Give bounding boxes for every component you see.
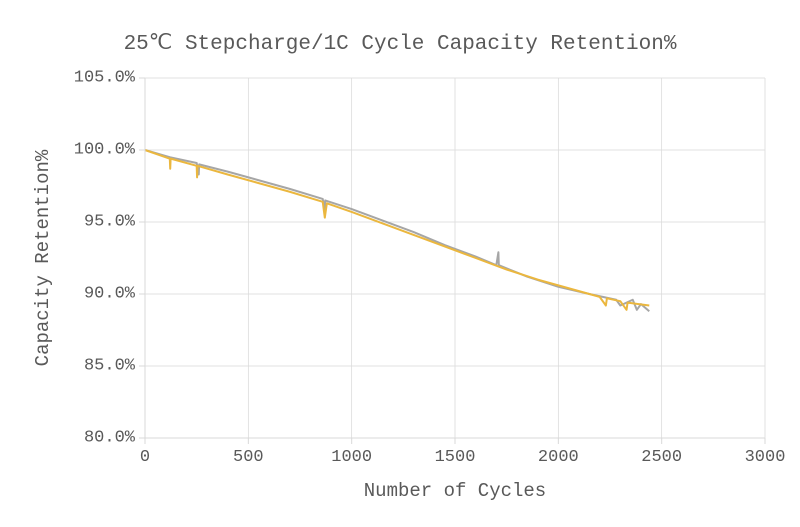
x-tick-label: 2000 [538, 448, 579, 467]
y-tick-label: 85.0% [4, 357, 135, 376]
series-group [145, 150, 649, 311]
y-tick-label: 95.0% [4, 213, 135, 232]
y-tick-label: 90.0% [4, 285, 135, 304]
series-cell-gray [145, 150, 649, 311]
x-tick-label: 2500 [641, 448, 682, 467]
chart-container: 25℃ Stepcharge/1C Cycle Capacity Retenti… [0, 0, 800, 527]
axis-lines [139, 78, 765, 444]
x-axis-label: Number of Cycles [145, 480, 765, 502]
y-tick-label: 100.0% [4, 141, 135, 160]
series-cell-yellow [145, 150, 649, 310]
plot-svg [145, 78, 765, 438]
x-tick-label: 500 [233, 448, 264, 467]
y-tick-labels: 80.0%85.0%90.0%95.0%100.0%105.0% [0, 78, 135, 438]
gridlines [145, 78, 765, 438]
x-tick-label: 3000 [745, 448, 786, 467]
chart-title: 25℃ Stepcharge/1C Cycle Capacity Retenti… [0, 30, 800, 56]
x-tick-labels: 050010001500200025003000 [145, 448, 765, 478]
x-tick-label: 1500 [435, 448, 476, 467]
x-tick-label: 1000 [331, 448, 372, 467]
y-axis-label: Capacity Retention% [32, 78, 54, 438]
y-tick-label: 80.0% [4, 429, 135, 448]
plot-area [145, 78, 765, 438]
y-tick-label: 105.0% [4, 69, 135, 88]
x-tick-label: 0 [140, 448, 150, 467]
